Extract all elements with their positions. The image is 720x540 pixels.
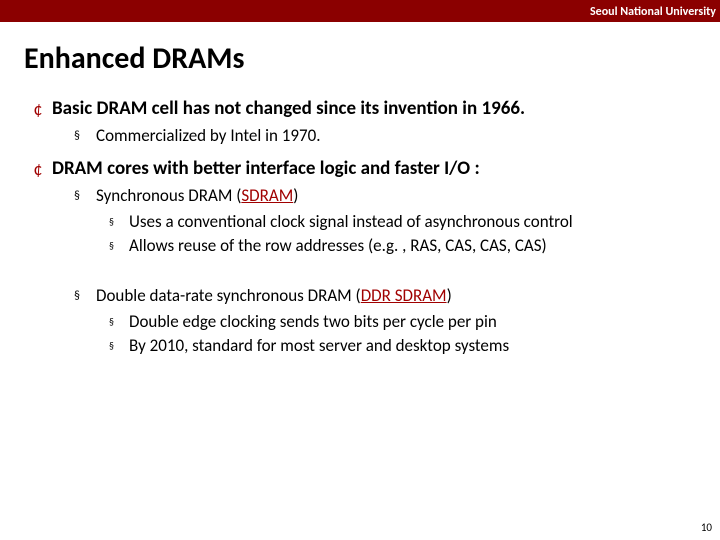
slide-title: Enhanced DRAMs xyxy=(0,22,720,77)
hollow-circle-icon: ¢ xyxy=(24,157,52,181)
emphasized-term: SDRAM xyxy=(241,185,293,206)
small-square-bullet-icon: § xyxy=(109,311,129,333)
bullet-text: Synchronous DRAM (SDRAM) xyxy=(96,185,298,207)
bullet-text: Allows reuse of the row addresses (e.g. … xyxy=(129,235,547,257)
bullet-lvl1: ¢ Basic DRAM cell has not changed since … xyxy=(24,97,696,121)
bullet-text: Commercialized by Intel in 1970. xyxy=(96,125,321,147)
header-institution: Seoul National University xyxy=(590,5,716,19)
hollow-circle-icon: ¢ xyxy=(24,97,52,121)
text-post: ) xyxy=(447,285,452,306)
small-square-bullet-icon: § xyxy=(109,335,129,357)
bullet-text: Basic DRAM cell has not changed since it… xyxy=(52,97,525,121)
bullet-text: DRAM cores with better interface logic a… xyxy=(52,157,480,181)
bullet-text: By 2010, standard for most server and de… xyxy=(129,335,509,357)
bullet-text: Uses a conventional clock signal instead… xyxy=(129,211,573,233)
small-square-bullet-icon: § xyxy=(109,235,129,257)
bullet-lvl3: § Double edge clocking sends two bits pe… xyxy=(109,311,696,333)
square-bullet-icon: § xyxy=(74,285,96,307)
text-pre: Synchronous DRAM ( xyxy=(96,185,241,206)
bullet-lvl2: § Double data-rate synchronous DRAM (DDR… xyxy=(74,285,696,307)
bullet-lvl2: § Commercialized by Intel in 1970. xyxy=(74,125,696,147)
bullet-lvl3: § By 2010, standard for most server and … xyxy=(109,335,696,357)
bullet-lvl2: § Synchronous DRAM (SDRAM) xyxy=(74,185,696,207)
bullet-text: Double edge clocking sends two bits per … xyxy=(129,311,497,333)
small-square-bullet-icon: § xyxy=(109,211,129,233)
slide-content: ¢ Basic DRAM cell has not changed since … xyxy=(0,77,720,357)
bullet-lvl3: § Allows reuse of the row addresses (e.g… xyxy=(109,235,696,257)
bullet-text: Double data-rate synchronous DRAM (DDR S… xyxy=(96,285,452,307)
header-bar: Seoul National University xyxy=(0,0,720,22)
emphasized-term: DDR SDRAM xyxy=(361,285,447,306)
square-bullet-icon: § xyxy=(74,125,96,147)
bullet-lvl3: § Uses a conventional clock signal inste… xyxy=(109,211,696,233)
page-number: 10 xyxy=(701,521,712,534)
bullet-lvl1: ¢ DRAM cores with better interface logic… xyxy=(24,157,696,181)
square-bullet-icon: § xyxy=(74,185,96,207)
text-pre: Double data-rate synchronous DRAM ( xyxy=(96,285,361,306)
text-post: ) xyxy=(293,185,298,206)
